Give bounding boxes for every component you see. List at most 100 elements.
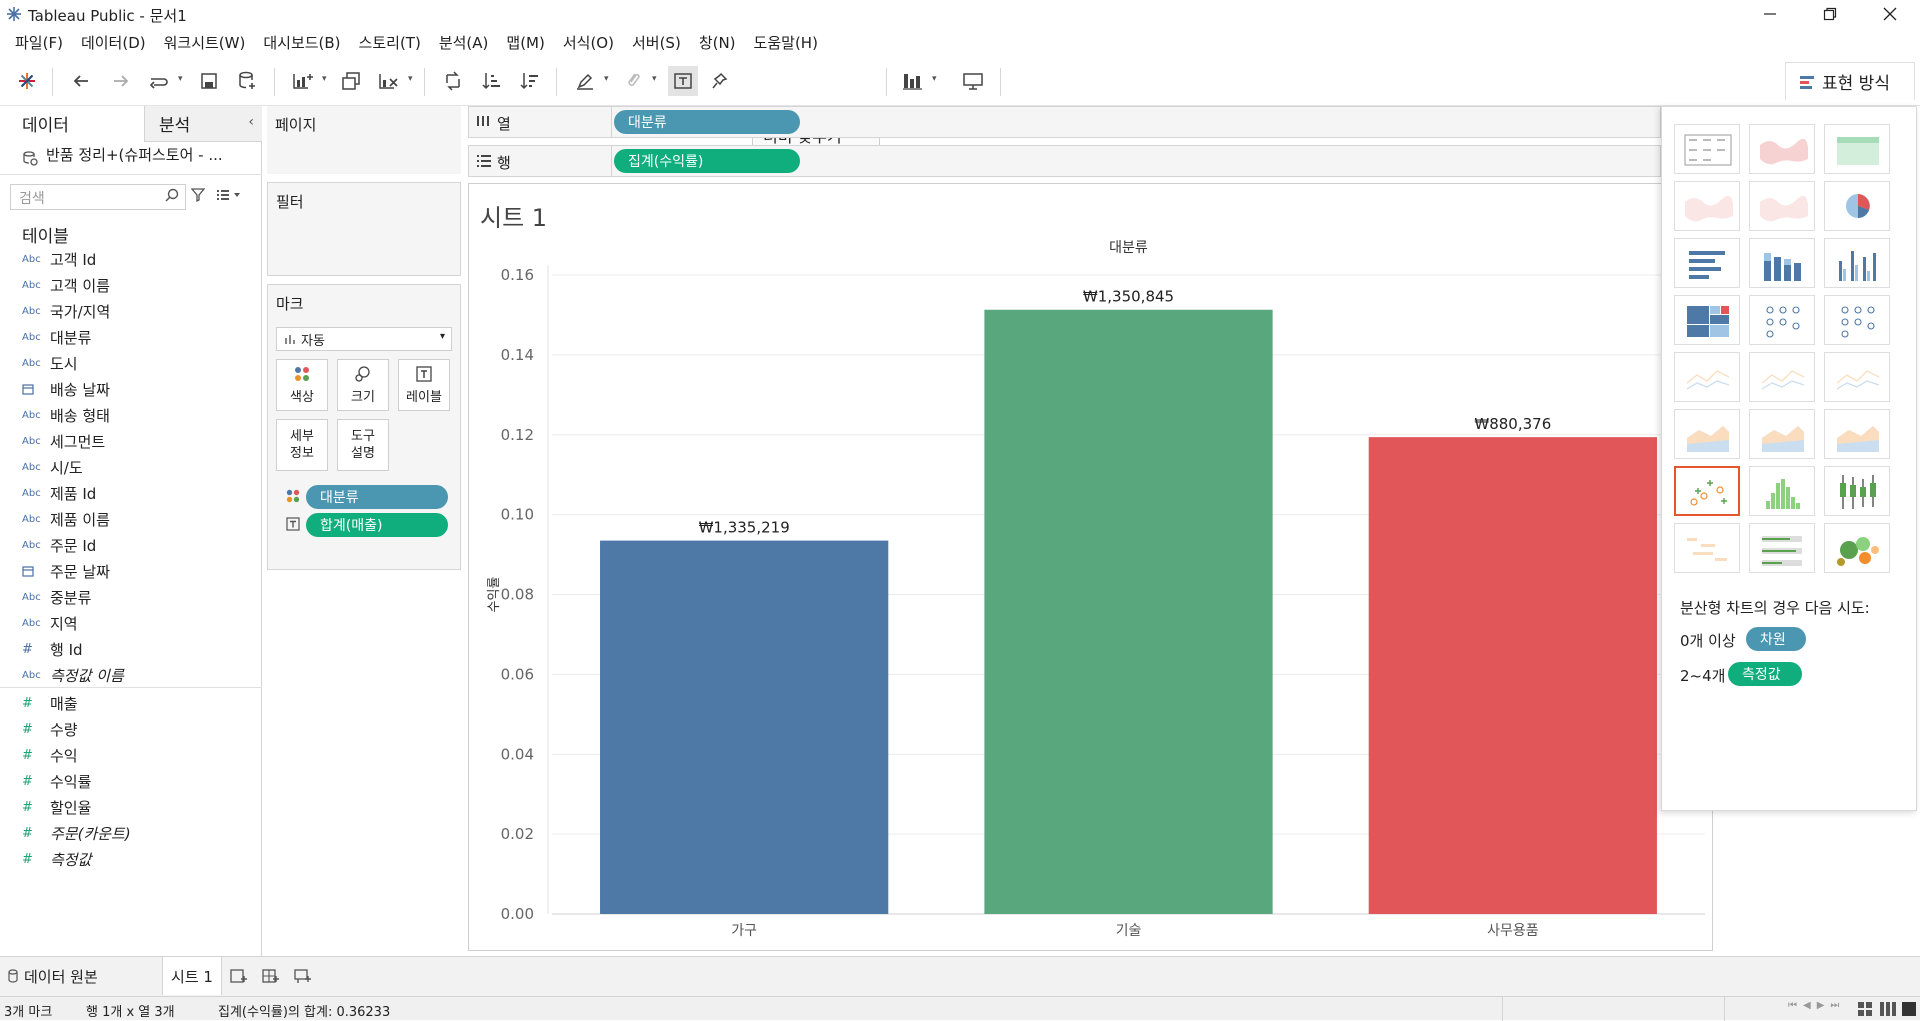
dimension-field[interactable]: Abc 국가/지역 — [0, 298, 262, 324]
replay-icon[interactable] — [144, 66, 174, 96]
dimension-field[interactable]: Abc 세그먼트 — [0, 428, 262, 454]
bar-chart[interactable]: 0.00 0.02 0.04 0.06 0.08 0.10 0.12 0.14 0.16 대분류수… — [468, 183, 1713, 951]
dimension-field[interactable]: Abc 지역 — [0, 610, 262, 636]
chart-type-scatter-plot[interactable] — [1674, 466, 1740, 516]
chart-type-packed-bubbles[interactable] — [1824, 523, 1890, 573]
menu-server[interactable]: 서버(S) — [631, 33, 681, 52]
filmstrip-view-icon[interactable] — [1880, 1002, 1896, 1016]
chart-type-stacked-bars[interactable] — [1749, 238, 1815, 288]
chevron-down-icon[interactable]: ▾ — [604, 74, 609, 84]
menu-analysis[interactable]: 분석(A) — [438, 33, 489, 52]
mark-pill-category[interactable]: 대분류 — [306, 485, 448, 509]
show-me-tab[interactable]: 표현 방식 — [1785, 62, 1915, 100]
columns-pill[interactable]: 대분류 — [614, 110, 800, 134]
label-button[interactable]: 레이블 — [398, 359, 450, 411]
chart-type-filled-map[interactable] — [1749, 181, 1815, 231]
menu-help[interactable]: 도움말(H) — [753, 33, 818, 52]
chart-type-area-discrete[interactable] — [1749, 409, 1815, 459]
chart-type-bullet-graph[interactable] — [1749, 523, 1815, 573]
pin-axes-icon[interactable] — [706, 66, 736, 96]
chart-type-continuous-lines[interactable] — [1674, 352, 1740, 402]
collapse-pane-icon[interactable]: ‹ — [248, 114, 254, 130]
chevron-down-icon[interactable]: ▾ — [652, 74, 657, 84]
dimension-field[interactable]: Abc 주문 Id — [0, 532, 262, 558]
dimension-field[interactable]: Abc 시/도 — [0, 454, 262, 480]
menu-format[interactable]: 서식(O) — [562, 33, 614, 52]
measure-field[interactable]: # 주문(카운트) — [0, 820, 262, 846]
chart-type-gantt-chart[interactable] — [1674, 523, 1740, 573]
mark-type-dropdown[interactable]: 자동 ▾ — [276, 327, 452, 351]
sheet-nav-icon[interactable]: ⏮◀▶⏭ — [1788, 1000, 1846, 1011]
chevron-down-icon[interactable]: ▾ — [322, 74, 327, 84]
sorter-view-icon[interactable] — [1858, 1002, 1872, 1016]
chart-type-text-table[interactable] — [1674, 124, 1740, 174]
chart-type-histogram[interactable] — [1749, 466, 1815, 516]
filters-shelf[interactable]: 필터 — [267, 182, 461, 276]
minimize-button[interactable] — [1740, 0, 1800, 28]
chart-type-side-by-side-circles[interactable] — [1824, 295, 1890, 345]
rows-pill[interactable]: 집계(수익률) — [614, 149, 800, 173]
mark-pill-sales[interactable]: 합계(매출) — [306, 513, 448, 537]
dimension-field[interactable]: Abc 제품 Id — [0, 480, 262, 506]
view-options-icon[interactable] — [216, 188, 242, 202]
measure-field[interactable]: # 측정값 — [0, 846, 262, 872]
dimension-field[interactable]: Abc 중분류 — [0, 584, 262, 610]
dimension-field[interactable]: 배송 날짜 — [0, 376, 262, 402]
chart-type-pie-chart[interactable] — [1824, 181, 1890, 231]
chart-type-highlight-table[interactable] — [1824, 124, 1890, 174]
menu-map[interactable]: 맵(M) — [506, 33, 545, 52]
new-dashboard-tab-icon[interactable] — [262, 957, 280, 995]
tab-sheet-1[interactable]: 시트 1 — [162, 957, 222, 995]
dimension-field[interactable]: Abc 고객 이름 — [0, 272, 262, 298]
dimension-field[interactable]: Abc 대분류 — [0, 324, 262, 350]
columns-shelf[interactable]: 열 대분류 — [468, 106, 1661, 138]
search-input[interactable]: 검색 — [10, 184, 186, 210]
dimension-field[interactable]: Abc 제품 이름 — [0, 506, 262, 532]
tableau-start-icon[interactable] — [12, 66, 42, 96]
sort-ascending-icon[interactable] — [476, 66, 506, 96]
chart-type-side-by-side-bars[interactable] — [1824, 238, 1890, 288]
chevron-down-icon[interactable]: ▾ — [932, 74, 937, 84]
color-button[interactable]: 색상 — [276, 359, 328, 411]
sort-descending-icon[interactable] — [514, 66, 544, 96]
menu-worksheet[interactable]: 워크시트(W) — [163, 33, 246, 52]
chevron-down-icon[interactable]: ▾ — [178, 74, 183, 84]
chart-type-dual-lines[interactable] — [1824, 352, 1890, 402]
highlight-icon[interactable] — [570, 66, 600, 96]
measure-field[interactable]: # 수익률 — [0, 768, 262, 794]
tab-datasource[interactable]: 데이터 원본 — [8, 957, 98, 995]
tooltip-button[interactable]: 도구 설명 — [337, 419, 389, 471]
group-members-icon[interactable] — [618, 66, 648, 96]
chart-type-symbol-map[interactable] — [1674, 181, 1740, 231]
clear-sheet-icon[interactable] — [374, 66, 404, 96]
menu-window[interactable]: 창(N) — [698, 33, 736, 52]
new-story-tab-icon[interactable] — [294, 957, 312, 995]
new-worksheet-tab-icon[interactable] — [230, 957, 248, 995]
duplicate-sheet-icon[interactable] — [336, 66, 366, 96]
chevron-down-icon[interactable]: ▾ — [408, 74, 413, 84]
show-mark-labels-icon[interactable] — [668, 66, 698, 96]
restore-button[interactable] — [1800, 0, 1860, 28]
dimension-field[interactable]: Abc 측정값 이름 — [0, 662, 262, 688]
undo-icon[interactable] — [66, 66, 96, 96]
chart-type-dual-combination[interactable] — [1824, 409, 1890, 459]
tab-analysis[interactable]: 분석 ‹ — [144, 106, 262, 142]
pages-shelf[interactable]: 페이지 — [267, 106, 461, 174]
tab-data[interactable]: 데이터 — [0, 106, 144, 142]
chart-type-area-continuous[interactable] — [1674, 409, 1740, 459]
chart-type-heat-map[interactable] — [1749, 124, 1815, 174]
redo-icon[interactable] — [106, 66, 136, 96]
new-worksheet-icon[interactable] — [288, 66, 318, 96]
measure-field[interactable]: # 수량 — [0, 716, 262, 742]
chart-type-box-and-whisker[interactable] — [1824, 466, 1890, 516]
show-cards-icon[interactable] — [898, 66, 928, 96]
close-button[interactable] — [1860, 0, 1920, 28]
measure-field[interactable]: # 매출 — [0, 690, 262, 716]
menu-dashboard[interactable]: 대시보드(B) — [263, 33, 341, 52]
chart-type-circle-views[interactable] — [1749, 295, 1815, 345]
dimension-field[interactable]: # 행 Id — [0, 636, 262, 662]
dimension-field[interactable]: Abc 배송 형태 — [0, 402, 262, 428]
measure-field[interactable]: # 수익 — [0, 742, 262, 768]
datasource-name[interactable]: 반품 정리+(슈퍼스토어 - ... — [46, 146, 223, 164]
dimension-field[interactable]: Abc 고객 Id — [0, 246, 262, 272]
